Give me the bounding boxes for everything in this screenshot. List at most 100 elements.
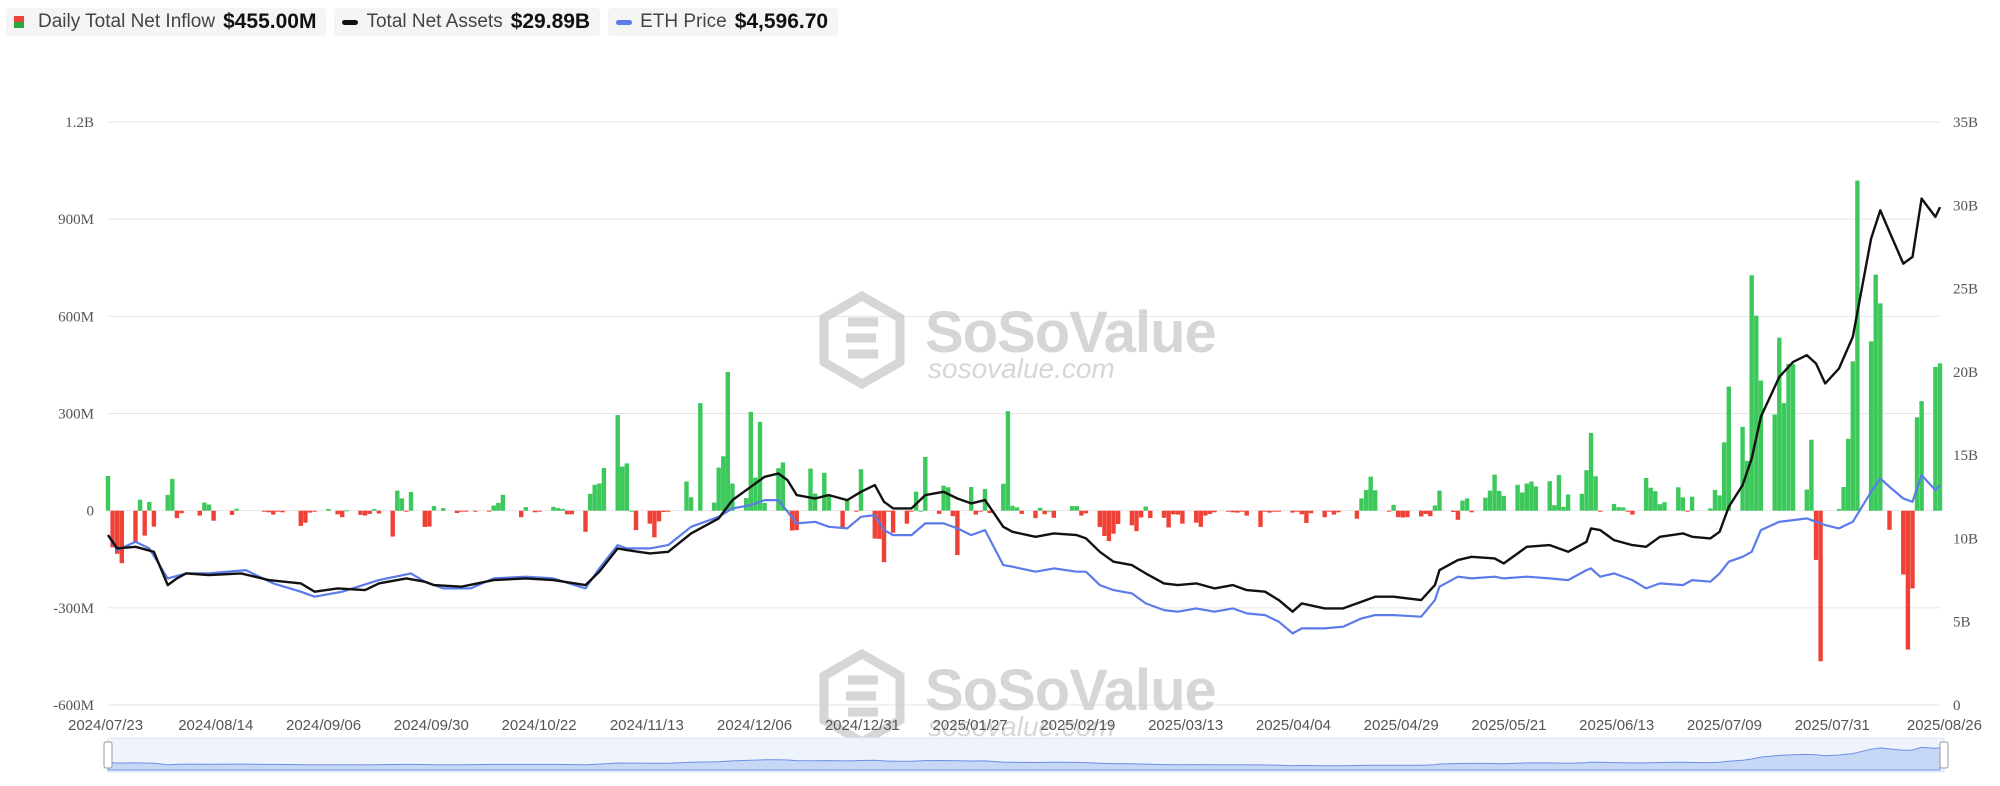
watermark-url: sosovalue.com (928, 353, 1115, 384)
inflow-bar (1708, 508, 1713, 511)
inflow-bar (1047, 510, 1052, 512)
inflow-bar (1437, 490, 1442, 511)
x-tick-label: 2025/02/19 (1040, 717, 1115, 734)
inflow-bar (1171, 510, 1176, 515)
y-right-tick-label: 30B (1953, 198, 1978, 214)
inflow-bar (408, 491, 414, 511)
y-right-tick-label: 10B (1953, 531, 1978, 547)
inflow-bar (1203, 510, 1208, 516)
inflow-bar (1781, 403, 1787, 511)
inflow-bar (652, 510, 657, 538)
inflow-bar (592, 484, 597, 511)
x-tick-label: 2025/04/29 (1364, 717, 1439, 734)
watermark-title: SoSoValue (925, 300, 1216, 365)
inflow-bar (1400, 510, 1405, 518)
inflow-bar (1772, 414, 1777, 511)
inflow-bar (688, 497, 694, 511)
inflow-bar (1019, 510, 1024, 514)
inflow-bar (978, 510, 983, 512)
inflow-bar (1593, 476, 1598, 511)
inflow-bar (955, 510, 960, 556)
inflow-bar (1451, 510, 1456, 512)
inflow-bar (1455, 510, 1461, 520)
inflow-bar (303, 510, 308, 523)
inflow-bar (1901, 510, 1906, 575)
inflow-bar (1910, 510, 1915, 589)
navigator-left-handle[interactable] (103, 741, 113, 769)
navigator-right-handle[interactable] (1939, 741, 1949, 769)
inflow-bar (1359, 498, 1364, 511)
legend-item-total-net-assets[interactable]: Total Net Assets $29.89B (334, 8, 601, 36)
inflow-bar (808, 468, 813, 511)
watermark-top: SoSoValue sosovalue.com (819, 290, 1217, 390)
inflow-bar (142, 510, 147, 536)
inflow-bar (1363, 489, 1369, 511)
inflow-bar (1267, 510, 1272, 513)
inflow-bar (496, 502, 501, 511)
line-swatch-icon (616, 19, 633, 25)
inflow-bar (1501, 495, 1506, 511)
inflow-bar (1487, 490, 1493, 511)
inflow-bar (744, 498, 749, 511)
inflow-bar (624, 463, 629, 511)
inflow-bar (1295, 510, 1300, 512)
legend-value: $29.89B (510, 10, 591, 33)
inflow-bar (601, 467, 607, 511)
inflow-bar (615, 415, 620, 511)
inflow-bar (1386, 510, 1392, 512)
inflow-bar (666, 510, 671, 512)
inflow-bar (491, 505, 496, 511)
legend-item-daily-net-inflow[interactable]: Daily Total Net Inflow $455.00M (6, 8, 327, 36)
inflow-bar (1175, 510, 1180, 515)
inflow-bar (1740, 426, 1745, 511)
inflow-bar (266, 510, 271, 513)
watermark-url: sosovalue.com (928, 711, 1115, 742)
inflow-bar (1226, 510, 1231, 512)
inflow-bar (1005, 411, 1011, 511)
inflow-bar (1391, 504, 1396, 511)
inflow-bar (950, 510, 955, 517)
inflow-bar (560, 509, 565, 511)
inflow-bar (1405, 510, 1410, 518)
inflow-bar (1841, 487, 1846, 511)
inflow-bar (307, 510, 313, 513)
inflow-bar (1161, 510, 1167, 518)
inflow-bar (1148, 510, 1153, 519)
range-navigator[interactable] (103, 737, 1949, 773)
inflow-bar (1758, 380, 1764, 511)
inflow-bar (454, 510, 460, 513)
inflow-bar (1230, 510, 1236, 513)
x-tick-label: 2024/09/30 (394, 717, 469, 734)
legend-item-eth-price[interactable]: ETH Price $4,596.70 (608, 8, 839, 36)
inflow-bar (1083, 510, 1089, 514)
inflow-bar (858, 469, 864, 511)
inflow-bar (941, 485, 946, 511)
inflow-bar (1855, 180, 1860, 511)
inflow-bar (537, 510, 542, 512)
inflow-bar (1662, 502, 1667, 511)
inflow-bar (661, 510, 666, 512)
inflow-bar (441, 508, 446, 511)
y-axis-left: 1.2B 900M 600M 300M 0 -300M -600M (53, 115, 94, 714)
inflow-bar (1134, 510, 1139, 532)
inflow-bar (748, 411, 753, 511)
bar-swatch-icon (14, 16, 24, 28)
legend: Daily Total Net Inflow $455.00M Total Ne… (6, 8, 839, 36)
inflow-bar (275, 510, 281, 512)
inflow-bar (721, 456, 726, 511)
inflow-bar (1790, 364, 1796, 511)
x-tick-label: 2025/08/26 (1907, 717, 1982, 734)
inflow-bar (1878, 303, 1883, 511)
inflow-bar (1070, 506, 1075, 511)
inflow-bar (1887, 510, 1892, 530)
inflow-bar (1180, 510, 1185, 524)
y-left-tick-label: 900M (58, 212, 94, 228)
inflow-bar (1304, 510, 1309, 523)
inflow-bar (1207, 510, 1213, 514)
inflow-bar (422, 510, 427, 527)
inflow-bar (1115, 510, 1121, 524)
inflow-bar (358, 510, 363, 515)
inflow-bar (1561, 506, 1566, 511)
inflow-bar (629, 510, 634, 512)
inflow-bar (1685, 510, 1690, 512)
